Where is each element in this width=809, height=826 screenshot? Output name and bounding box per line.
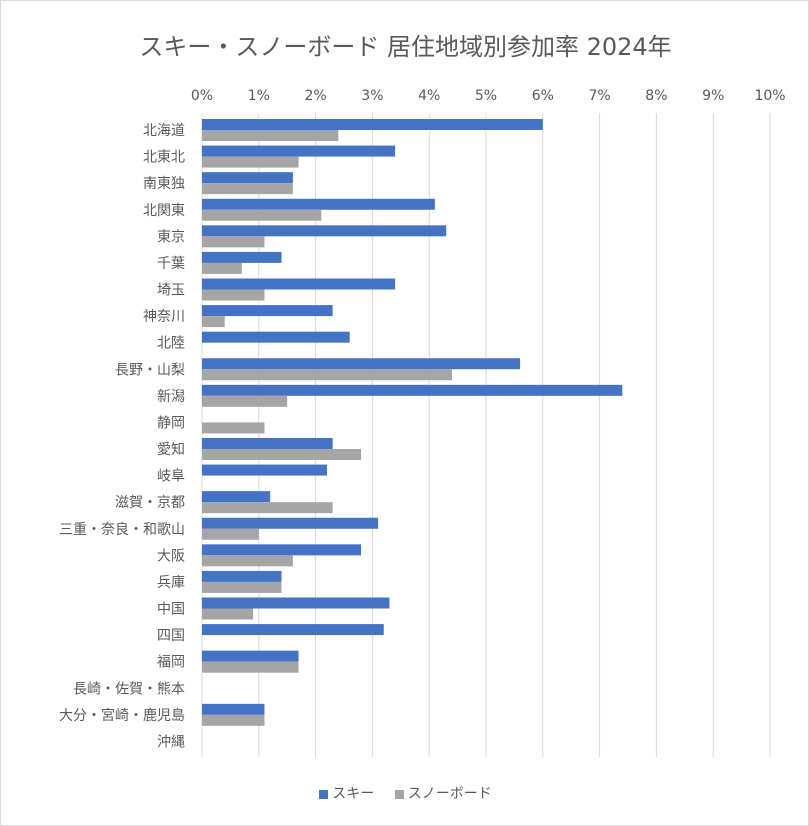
bar-snowboard xyxy=(202,395,288,407)
x-tick-label: 0% xyxy=(191,88,213,104)
bar-ski xyxy=(202,358,521,370)
category-label: 中国 xyxy=(157,602,185,618)
legend-item-ski: スキー xyxy=(319,783,374,803)
bar-snowboard xyxy=(202,289,265,301)
bar-snowboard xyxy=(202,369,452,381)
x-tick-label: 7% xyxy=(588,88,610,104)
bar-snowboard xyxy=(202,661,299,673)
category-label: 埼玉 xyxy=(157,283,185,299)
x-tick-label: 6% xyxy=(532,88,554,104)
x-tick-label: 10% xyxy=(754,88,785,104)
bar-snowboard xyxy=(202,130,339,141)
bar-ski xyxy=(202,172,293,184)
category-label: 神奈川 xyxy=(143,309,185,325)
bar-ski xyxy=(202,225,447,237)
bar-snowboard xyxy=(202,183,293,195)
category-label: 大分・宮崎・鹿児島 xyxy=(59,707,185,724)
category-label: 福岡 xyxy=(157,655,185,671)
category-label: 岐阜 xyxy=(157,468,185,485)
category-label: 北陸 xyxy=(157,336,185,352)
x-tick-label: 2% xyxy=(304,88,326,104)
bar-snowboard xyxy=(202,449,362,460)
bar-snowboard xyxy=(202,262,242,274)
category-label: 北海道 xyxy=(143,123,185,139)
bar-snowboard xyxy=(202,555,293,567)
category-label: 長野・山梨 xyxy=(115,362,185,378)
bar-ski xyxy=(202,703,265,715)
bar-snowboard xyxy=(202,714,265,726)
bar-ski xyxy=(202,331,350,343)
x-tick-label: 8% xyxy=(645,88,667,104)
bar-ski xyxy=(202,278,396,290)
legend-label-ski: スキー xyxy=(332,786,375,802)
bar-snowboard xyxy=(202,236,265,248)
bar-snowboard xyxy=(202,528,259,540)
legend-swatch-ski xyxy=(319,789,329,799)
bar-ski xyxy=(202,438,333,449)
legend-item-snowboard: スノーボード xyxy=(394,783,492,803)
bar-ski xyxy=(202,145,396,157)
category-label: 兵庫 xyxy=(157,574,185,591)
bar-ski xyxy=(202,544,362,556)
category-label: 北関東 xyxy=(143,203,185,219)
category-label: 四国 xyxy=(157,628,185,644)
bar-ski xyxy=(202,491,271,503)
category-label: 沖縄 xyxy=(157,734,185,750)
bar-snowboard xyxy=(202,316,225,328)
category-label: 大阪 xyxy=(157,548,185,564)
x-tick-label: 1% xyxy=(248,88,270,104)
category-label: 長崎・佐賀・熊本 xyxy=(73,681,185,697)
bar-ski xyxy=(202,198,435,210)
bar-snowboard xyxy=(202,581,282,593)
bar-snowboard xyxy=(202,209,322,221)
bar-ski xyxy=(202,597,390,609)
bar-ski xyxy=(202,384,623,396)
bar-snowboard xyxy=(202,422,265,434)
category-label: 新潟 xyxy=(157,389,185,405)
category-label: 愛知 xyxy=(157,441,185,458)
x-tick-label: 4% xyxy=(418,88,440,104)
category-label: 滋賀・京都 xyxy=(115,495,185,511)
bar-snowboard xyxy=(202,608,254,620)
x-tick-label: 3% xyxy=(361,88,383,104)
bar-ski xyxy=(202,119,543,130)
category-label: 東京 xyxy=(157,229,185,245)
bar-ski xyxy=(202,251,282,263)
legend: スキー スノーボード xyxy=(1,783,808,803)
category-label: 静岡 xyxy=(157,415,185,431)
bar-snowboard xyxy=(202,156,299,168)
legend-swatch-snowboard xyxy=(394,789,404,799)
bar-ski xyxy=(202,305,333,317)
category-label: 三重・奈良・和歌山 xyxy=(59,522,185,538)
bar-ski xyxy=(202,570,282,582)
chart-title: スキー・スノーボード 居住地域別参加率 2024年 xyxy=(139,33,672,61)
x-tick-label: 9% xyxy=(702,88,724,104)
bar-ski xyxy=(202,624,384,636)
category-label: 北東北 xyxy=(143,150,185,166)
bar-snowboard xyxy=(202,502,333,514)
legend-label-snowboard: スノーボード xyxy=(407,786,492,802)
category-label: 千葉 xyxy=(157,256,185,272)
bar-ski xyxy=(202,464,327,476)
bar-ski xyxy=(202,517,379,529)
category-label: 南東独 xyxy=(143,176,185,192)
x-tick-label: 5% xyxy=(475,88,497,104)
bar-ski xyxy=(202,650,299,662)
